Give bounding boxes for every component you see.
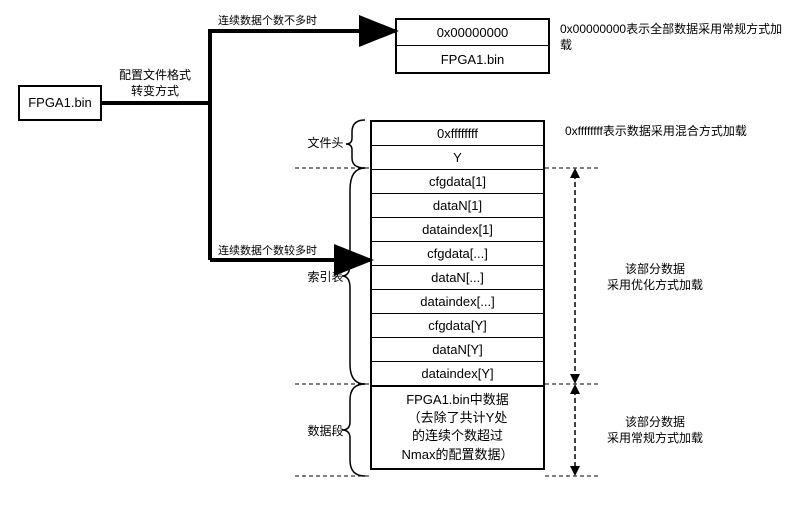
- top-cell-0: 0x00000000: [397, 20, 548, 46]
- bs-cell-7: dataindex[...]: [372, 290, 543, 314]
- bs-cell-3: dataN[1]: [372, 194, 543, 218]
- main-branch-label: 配置文件格式 转变方式: [110, 68, 200, 99]
- section-header-label: 文件头: [303, 136, 348, 152]
- right-opt-text: 该部分数据 采用优化方式加载: [607, 262, 703, 292]
- bottom-note: 0xffffffff表示数据采用混合方式加载: [565, 124, 785, 140]
- bs-cell-10: dataindex[Y]: [372, 362, 543, 386]
- bs-bigcell: FPGA1.bin中数据 （去除了共计Y处 的连续个数超过 Nmax的配置数据）: [372, 386, 543, 468]
- main-branch-text: 配置文件格式 转变方式: [119, 68, 191, 98]
- right-reg-text: 该部分数据 采用常规方式加载: [607, 415, 703, 445]
- bs-bigcell-text: FPGA1.bin中数据 （去除了共计Y处 的连续个数超过 Nmax的配置数据）: [402, 391, 514, 464]
- bs-cell-8: cfgdata[Y]: [372, 314, 543, 338]
- top-note: 0x00000000表示全部数据采用常规方式加载: [560, 22, 790, 53]
- bottom-stack: 0xffffffff Y cfgdata[1] dataN[1] dataind…: [370, 120, 545, 470]
- bs-cell-4: dataindex[1]: [372, 218, 543, 242]
- bs-cell-1: Y: [372, 146, 543, 170]
- top-branch-label: 连续数据个数不多时: [218, 14, 368, 28]
- source-file-box: FPGA1.bin: [18, 85, 102, 121]
- right-regular-label: 该部分数据 采用常规方式加载: [595, 415, 715, 446]
- top-cell-1: FPGA1.bin: [397, 46, 548, 72]
- section-index-label: 索引表: [303, 270, 348, 286]
- bs-cell-9: dataN[Y]: [372, 338, 543, 362]
- section-data-label: 数据段: [303, 424, 348, 440]
- bs-cell-2: cfgdata[1]: [372, 170, 543, 194]
- bottom-branch-label: 连续数据个数较多时: [218, 244, 368, 258]
- bs-cell-5: cfgdata[...]: [372, 242, 543, 266]
- right-optimized-label: 该部分数据 采用优化方式加载: [595, 262, 715, 293]
- source-file-label: FPGA1.bin: [28, 95, 92, 112]
- bs-cell-0: 0xffffffff: [372, 122, 543, 146]
- bs-cell-6: dataN[...]: [372, 266, 543, 290]
- top-stack: 0x00000000 FPGA1.bin: [395, 18, 550, 74]
